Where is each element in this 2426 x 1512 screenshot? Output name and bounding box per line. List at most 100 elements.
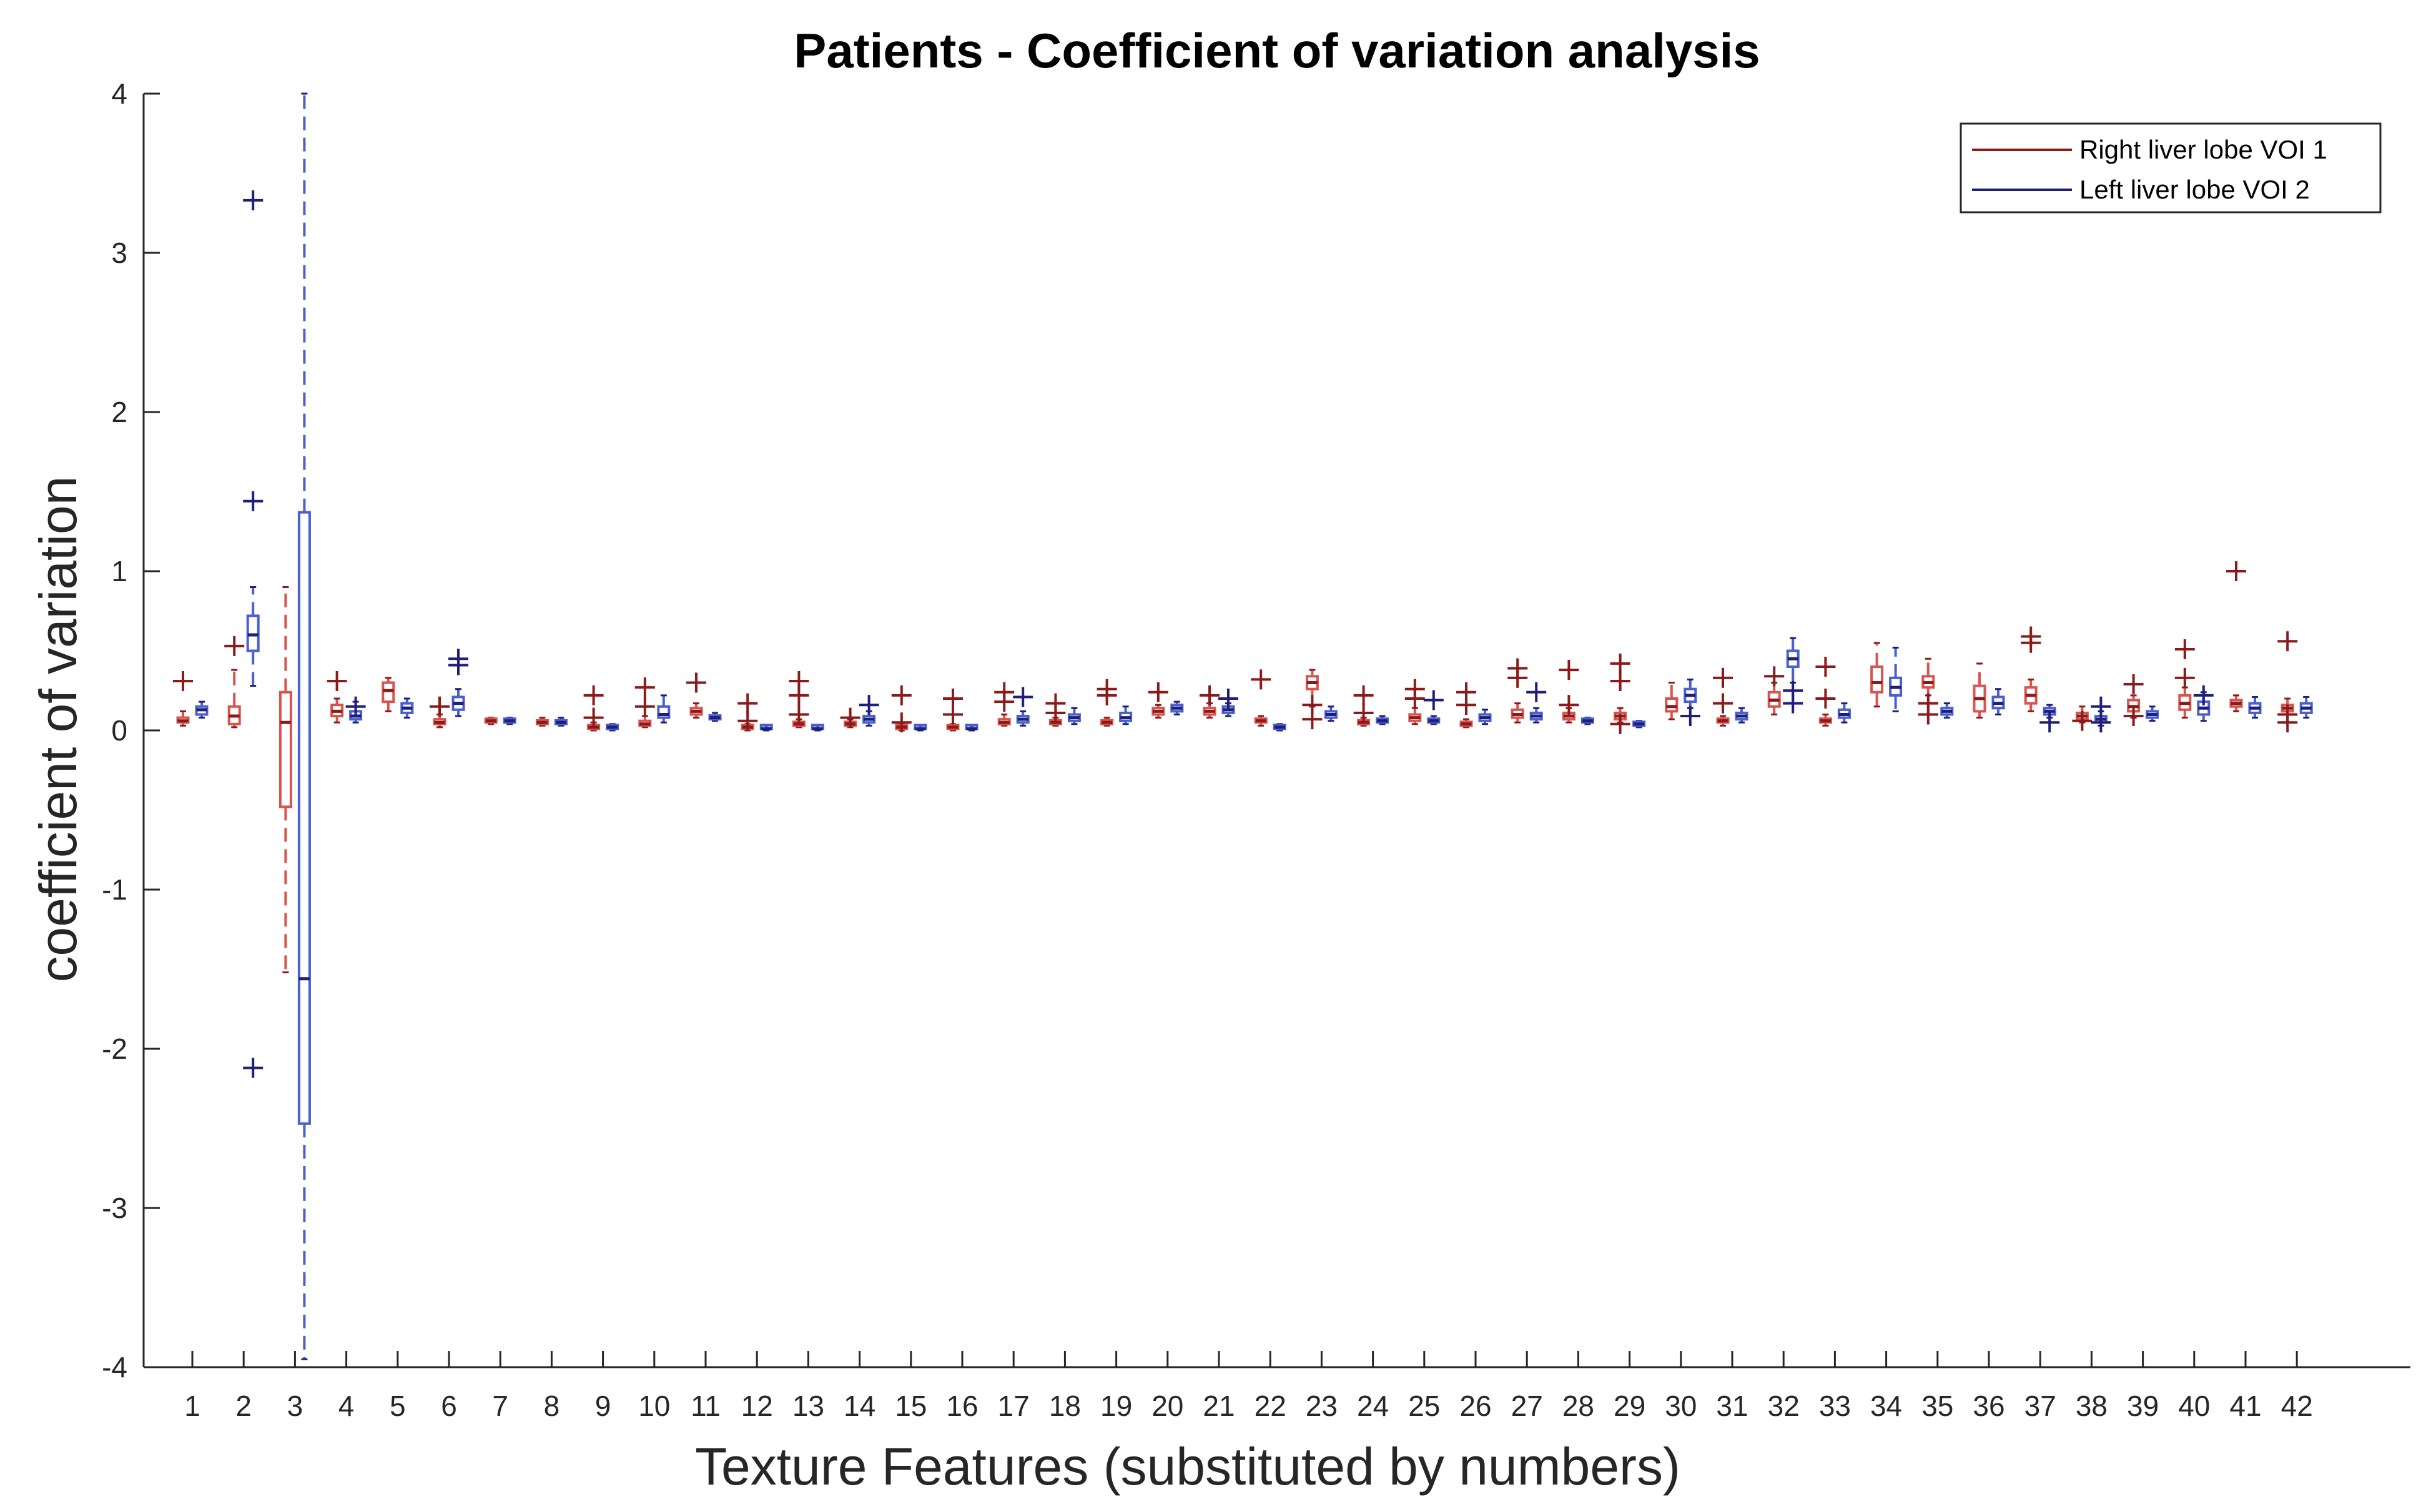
x-tick-label: 5 [390,1390,406,1422]
y-tick-label: 0 [111,714,127,747]
outlier-right-lobe [1353,685,1374,705]
x-tick-label: 35 [1921,1390,1953,1422]
box-right-lobe [382,681,395,704]
x-tick-label: 33 [1819,1390,1851,1422]
box-left-lobe [246,614,260,652]
outlier-right-lobe [2174,667,2195,688]
plot-layer [173,92,2313,1360]
y-tick-label: 1 [111,555,127,587]
x-tick-label: 32 [1768,1390,1800,1422]
y-tick-label: -1 [102,873,127,906]
outlier-right-lobe [1559,660,1579,680]
box-right-lobe [1665,697,1679,713]
outlier-right-lobe [1610,670,1630,691]
x-tick-label: 42 [2281,1390,2313,1422]
outlier-right-lobe [2174,639,2195,659]
x-tick-label: 3 [287,1390,303,1422]
outlier-right-lobe [2021,632,2041,653]
y-tick-label: 2 [111,396,127,428]
outlier-right-lobe [1610,714,1630,734]
x-tick-label: 1 [184,1390,200,1422]
x-tick-label: 21 [1203,1390,1235,1422]
x-tick-label: 18 [1049,1390,1081,1422]
box-left-lobe [657,705,671,719]
outlier-left-lobe [2039,712,2060,733]
outlier-right-lobe [1918,704,1938,725]
outlier-right-lobe [943,704,963,725]
outlier-left-lobe [243,190,264,210]
y-tick-label: -2 [102,1033,127,1065]
y-tick-label: 3 [111,237,127,269]
outlier-left-lobe [1680,706,1700,727]
outlier-right-lobe [1764,666,1785,687]
outlier-right-lobe [2072,710,2093,731]
x-tick-label: 8 [544,1390,560,1422]
outlier-right-lobe [789,704,809,725]
outlier-right-lobe [1302,695,1323,715]
x-tick-label: 31 [1716,1390,1748,1422]
x-tick-label: 16 [946,1390,978,1422]
x-tick-label: 14 [844,1390,875,1422]
x-tick-label: 29 [1614,1390,1645,1422]
outlier-left-lobe [2091,712,2111,733]
x-tick-label: 39 [2127,1390,2159,1422]
outlier-left-lobe [1013,687,1033,707]
outlier-left-lobe [1526,682,1547,702]
y-tick-label: -3 [102,1192,127,1224]
outlier-right-lobe [1713,693,1733,714]
outlier-right-lobe [1251,669,1271,690]
outlier-left-lobe [1423,690,1444,710]
chart-title: Patients - Coefficient of variation anal… [794,23,1760,78]
outlier-left-lobe [243,1058,264,1078]
legend-label-left-lobe: Left liver lobe VOI 2 [2079,175,2310,204]
x-tick-label: 34 [1870,1390,1902,1422]
x-tick-label: 6 [441,1390,457,1422]
x-tick-label: 28 [1562,1390,1594,1422]
x-tick-label: 36 [1973,1390,2004,1422]
outlier-right-lobe [1353,702,1374,723]
outlier-right-lobe [1815,689,1836,709]
outlier-right-lobe [1507,667,1528,688]
outlier-right-lobe [634,696,655,717]
outlier-right-lobe [840,707,860,728]
outlier-right-lobe [327,670,347,691]
legend-box [1960,122,2382,214]
x-tick-label: 13 [792,1390,824,1422]
outlier-right-lobe [430,696,450,717]
x-tick-label: 15 [895,1390,927,1422]
x-tick-label: 25 [1408,1390,1440,1422]
x-tick-label: 10 [638,1390,670,1422]
x-tick-label: 24 [1357,1390,1389,1422]
outlier-right-lobe [1097,685,1117,705]
outlier-left-lobe [448,655,468,675]
y-tick-label: -4 [102,1351,127,1383]
x-tick-label: 40 [2178,1390,2210,1422]
x-tick-label: 20 [1151,1390,1183,1422]
y-tick-label: 4 [111,77,127,110]
outlier-right-lobe [2226,561,2246,581]
outlier-right-lobe [1815,657,1836,677]
outlier-right-lobe [891,685,912,705]
outlier-left-lobe [345,696,366,717]
x-tick-label: 12 [741,1390,773,1422]
x-tick-label: 7 [492,1390,508,1422]
outlier-right-lobe [1610,653,1630,674]
outlier-right-lobe [1713,667,1733,688]
outlier-right-lobe [1559,695,1579,715]
x-tick-label: 38 [2076,1390,2108,1422]
outlier-left-lobe [1218,689,1238,709]
legend-label-right-lobe: Right liver lobe VOI 1 [2079,135,2327,164]
outlier-right-lobe [634,677,655,698]
outlier-right-lobe [789,685,809,705]
x-tick-label: 11 [691,1390,721,1422]
outlier-left-lobe [1783,693,1803,714]
outlier-right-lobe [2123,674,2144,695]
outlier-right-lobe [583,685,604,705]
x-tick-label: 17 [998,1390,1030,1422]
x-tick-label: 9 [595,1390,611,1422]
x-tick-label: 41 [2229,1390,2261,1422]
outlier-right-lobe [1404,689,1425,709]
outlier-right-lobe [1148,682,1168,702]
